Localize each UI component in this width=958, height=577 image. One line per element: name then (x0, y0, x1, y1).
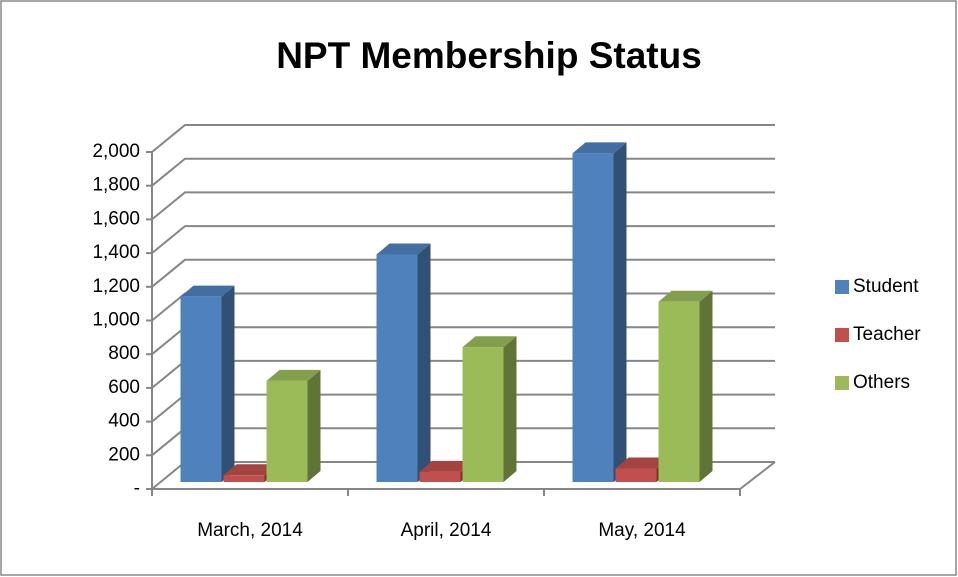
legend-label: Student (853, 276, 919, 297)
bar (419, 471, 461, 482)
bar-side (307, 369, 321, 482)
bar (266, 380, 308, 482)
legend-swatch (835, 376, 849, 390)
x-tick-label: May, 2014 (598, 520, 686, 541)
legend-label: Teacher (853, 324, 921, 345)
x-tick-label: April, 2014 (401, 520, 492, 541)
bar-top (180, 285, 235, 297)
bar-top (266, 369, 321, 381)
grid-line (151, 124, 775, 153)
bar-top (376, 243, 431, 255)
y-tick-label: 800 (108, 343, 140, 364)
bar (376, 254, 418, 482)
legend-label: Others (853, 372, 910, 393)
chart-title: NPT Membership Status (276, 35, 702, 76)
y-tick-label: 400 (108, 411, 140, 432)
bar (572, 153, 614, 483)
bar-top (658, 290, 713, 302)
x-tick-label: March, 2014 (197, 520, 303, 541)
legend-swatch (835, 280, 849, 294)
legend-swatch (835, 328, 849, 342)
y-tick-label: 600 (108, 377, 140, 398)
bar-side (221, 285, 235, 482)
bar-side (417, 243, 431, 482)
y-tick-label: - (134, 478, 140, 499)
bar (615, 468, 657, 482)
bar (658, 301, 700, 482)
bar-side (699, 290, 713, 482)
y-tick-label: 1,600 (92, 208, 140, 229)
bar-top (615, 457, 670, 469)
bar (180, 296, 222, 482)
bar (223, 475, 265, 482)
y-tick-label: 2,000 (92, 141, 140, 162)
y-tick-label: 1,200 (92, 276, 140, 297)
bar-top (419, 460, 474, 472)
bar-top (223, 464, 278, 476)
y-tick-label: 200 (108, 444, 140, 465)
y-tick-label: 1,400 (92, 242, 140, 263)
y-tick-label: 1,800 (92, 175, 140, 196)
bar-top (462, 336, 517, 348)
bar (462, 347, 504, 482)
bar-side (613, 142, 627, 483)
y-tick-label: 1,000 (92, 310, 140, 331)
bar-side (503, 336, 517, 482)
bar-top (572, 142, 627, 154)
